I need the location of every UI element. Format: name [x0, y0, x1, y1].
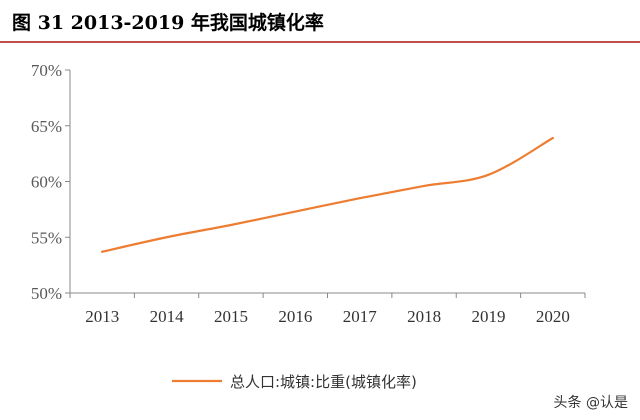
y-tick-label: 55%	[31, 228, 62, 247]
legend: 总人口:城镇:比重(城镇化率)	[172, 373, 417, 391]
series-line	[101, 136, 554, 253]
x-tick-label: 2013	[85, 307, 119, 326]
x-tick-label: 2017	[343, 307, 378, 326]
data-point	[101, 250, 104, 253]
chart-axes	[65, 69, 586, 298]
x-tick-label: 2018	[407, 307, 441, 326]
legend-label: 总人口:城镇:比重(城镇化率)	[230, 373, 417, 391]
y-tick-label: 70%	[31, 61, 62, 80]
x-tick-labels: 2013 2014 2015 2016 2017 2018 2019 2020	[85, 307, 570, 326]
data-point	[487, 173, 490, 176]
y-tick-label: 50%	[31, 284, 62, 303]
x-tick-label: 2014	[150, 307, 185, 326]
figure-title: 图 31 2013-2019 年我国城镇化率	[12, 12, 324, 34]
series-layer	[101, 136, 554, 253]
title-rule	[0, 41, 640, 43]
x-tick-label: 2020	[536, 307, 570, 326]
data-point	[551, 137, 554, 140]
y-tick-labels: 50% 55% 60% 65% 70%	[31, 61, 62, 303]
data-point	[423, 184, 426, 187]
y-tick-label: 60%	[31, 173, 62, 192]
y-tick-label: 65%	[31, 117, 62, 136]
data-point	[358, 197, 361, 200]
x-tick-label: 2015	[214, 307, 248, 326]
data-point	[294, 210, 297, 213]
watermark-text: 头条 @认是	[553, 395, 628, 411]
data-point	[229, 223, 232, 226]
x-tick-label: 2016	[278, 307, 312, 326]
data-point	[165, 236, 168, 239]
x-tick-label: 2019	[471, 307, 505, 326]
